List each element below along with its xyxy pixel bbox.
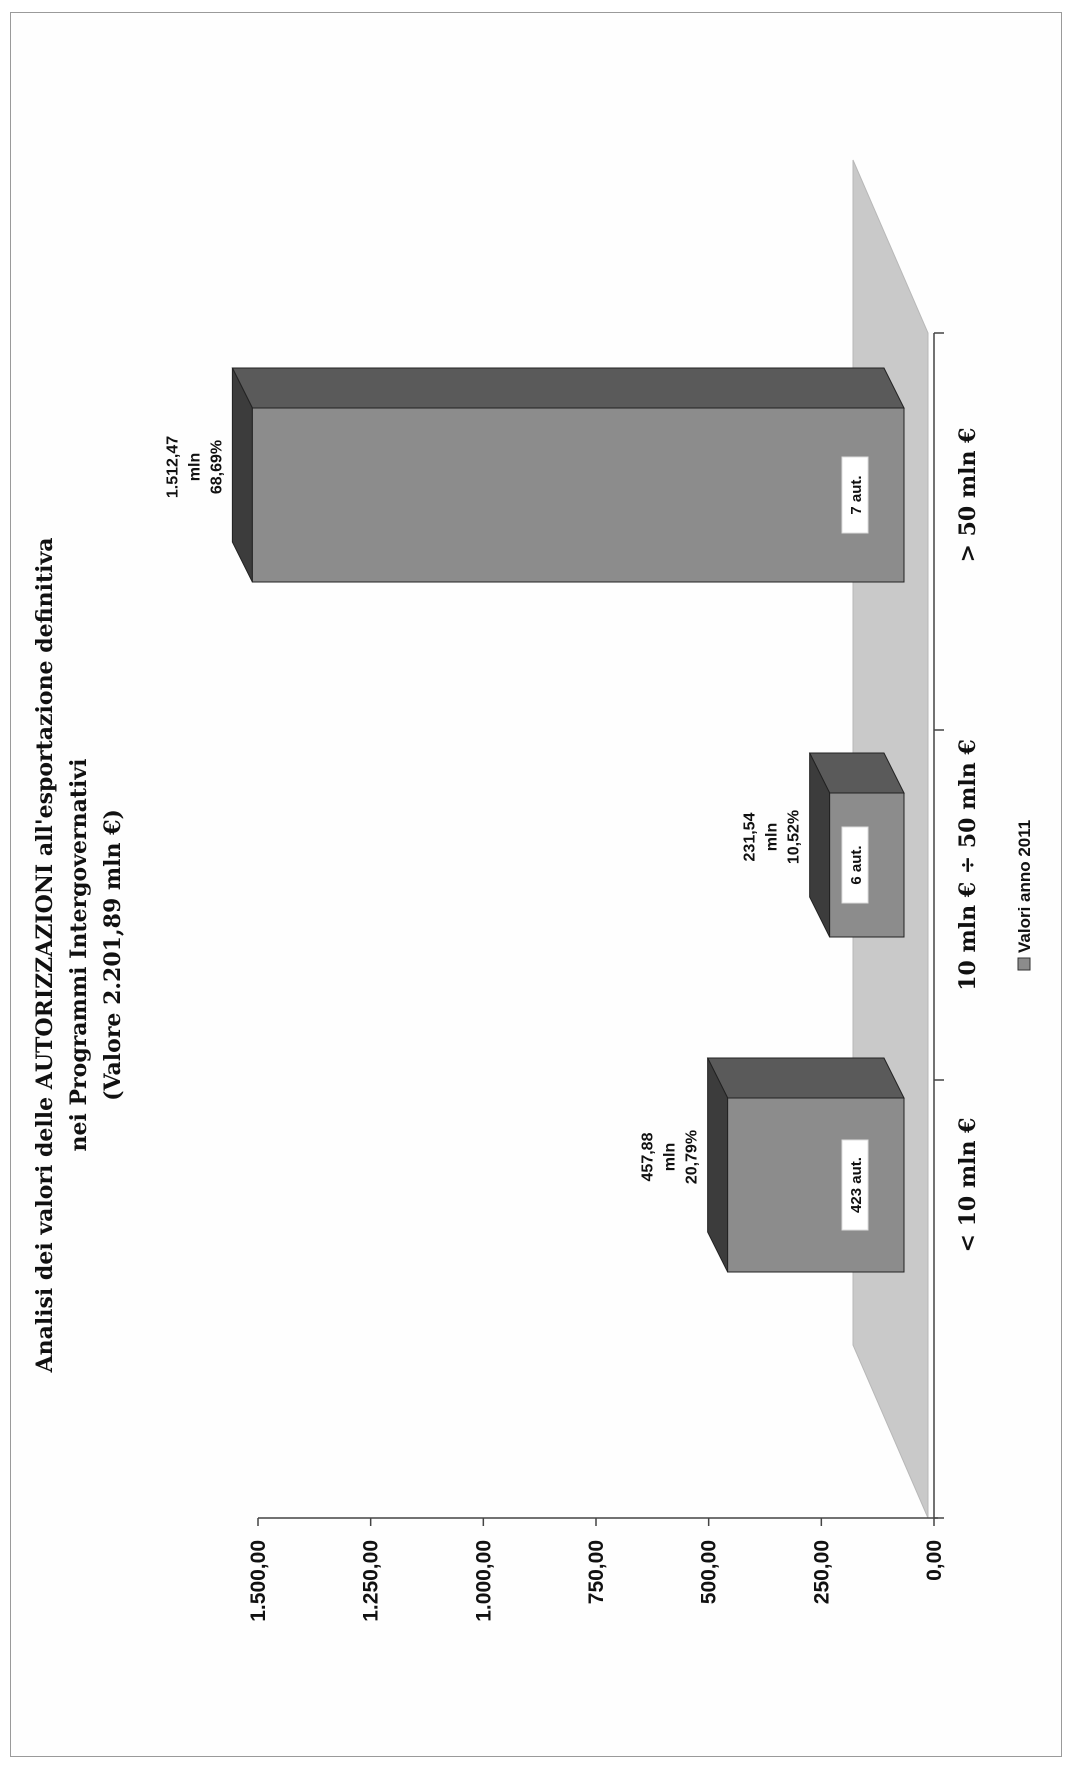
value-label: 1.512,47 — [164, 436, 181, 498]
category-axis-ticks — [934, 332, 944, 1519]
bar-tag-label: 423 aut. — [848, 1157, 865, 1213]
value-labels-group: 457,88 mln 20,79% 231,54 mln 10,52% 1.512,47 ml… — [164, 436, 802, 1184]
title-line-1: Analisi dei valori delle AUTORIZZAZIONI … — [32, 537, 58, 1373]
category-label: < 10 mln € — [955, 1118, 981, 1253]
bars-group: 423 aut. 6 aut. 7 aut. — [231, 367, 905, 1273]
bar-side-face — [706, 1057, 905, 1099]
legend-label: Valori anno 2011 — [1015, 820, 1034, 953]
value-label: 457,88 — [640, 1132, 657, 1181]
value-label: 68,69% — [208, 440, 225, 494]
y-tick-label: 1.250,00 — [360, 1540, 383, 1622]
value-label: 231,54 — [742, 812, 759, 861]
category-labels-group: < 10 mln € 10 mln € ÷ 50 mln € > 50 mln € — [955, 428, 981, 1253]
bar-tag-box — [841, 826, 869, 904]
title-line-2: nei Programmi Intergovernativi — [66, 759, 92, 1152]
y-tick-label: 500,00 — [698, 1540, 721, 1604]
category-label: 10 mln € ÷ 50 mln € — [955, 739, 981, 991]
value-axis-ticks: 0,00 250,00 500,00 750,00 1.000,00 1.250,00 1.… — [247, 1518, 946, 1622]
legend-swatch — [1017, 957, 1031, 971]
y-tick-label: 0,00 — [923, 1540, 946, 1581]
y-tick-label: 250,00 — [810, 1540, 833, 1604]
chart-title: Analisi dei valori delle AUTORIZZAZIONI … — [32, 537, 126, 1373]
bar — [727, 1097, 905, 1273]
y-tick-label: 1.500,00 — [247, 1540, 270, 1622]
bar-side-face — [231, 367, 905, 409]
bar — [251, 407, 905, 583]
value-label: mln — [662, 1143, 679, 1171]
bar-tag-label: 6 aut. — [848, 845, 865, 884]
bar-tag-box — [841, 1139, 869, 1231]
value-label: mln — [186, 453, 203, 481]
category-label: > 50 mln € — [955, 428, 981, 563]
bar-tag-label: 7 aut. — [848, 475, 865, 514]
y-tick-label: 750,00 — [585, 1540, 608, 1604]
bar-tag-box — [841, 456, 869, 534]
value-label: 10,52% — [786, 810, 803, 864]
y-tick-label: 1.000,00 — [472, 1540, 495, 1622]
legend: Valori anno 2011 — [1015, 820, 1034, 971]
value-label: 20,79% — [684, 1130, 701, 1184]
value-label: mln — [764, 823, 781, 851]
title-line-3: (Valore 2.201,89 mln €) — [100, 809, 126, 1101]
